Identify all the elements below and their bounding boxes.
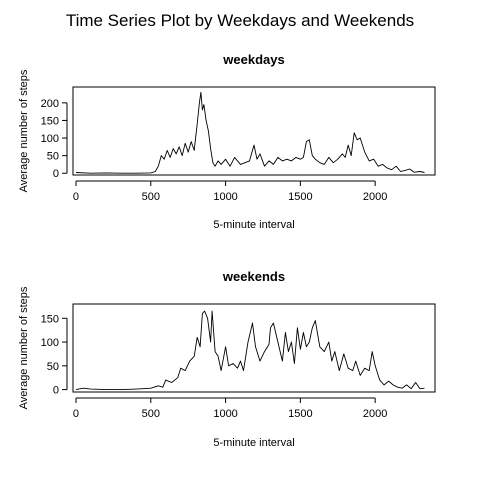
weekdays-x-tick-label: 500 (142, 191, 160, 203)
weekends-y-axis: 0 50 100 150 (41, 313, 68, 397)
weekdays-y-tick-label: 0 (53, 168, 59, 180)
weekends-y-tick-label: 150 (41, 313, 59, 325)
weekdays-x-axis-label: 5-minute interval (213, 219, 294, 231)
weekdays-y-axis: 0 50 100 150 200 (41, 98, 68, 180)
weekdays-x-axis: 0 500 1000 1500 2000 (73, 180, 387, 203)
weekends-y-axis-label: Average number of steps (18, 286, 30, 409)
weekends-panel: weekends 0 500 1000 1500 2000 0 50 100 150 5-mi… (18, 269, 436, 449)
weekends-y-tick-label: 0 (53, 385, 59, 397)
weekdays-y-tick-label: 50 (47, 151, 59, 163)
weekends-series-line (75, 310, 425, 391)
weekends-x-tick-label: 1000 (213, 408, 237, 420)
weekends-x-tick-label: 500 (142, 408, 160, 420)
weekends-y-tick-label: 100 (41, 337, 59, 349)
figure-title: Time Series Plot by Weekdays and Weekend… (66, 11, 414, 30)
weekdays-y-axis-label: Average number of steps (18, 69, 30, 192)
weekdays-x-tick-label: 1000 (213, 191, 237, 203)
weekdays-series-line (75, 91, 425, 174)
weekdays-x-tick-label: 1500 (288, 191, 312, 203)
weekdays-x-tick-label: 0 (73, 191, 79, 203)
weekends-x-tick-label: 2000 (363, 408, 387, 420)
weekends-plot-frame (72, 303, 436, 393)
weekdays-x-tick-label: 2000 (363, 191, 387, 203)
weekends-y-tick-label: 50 (47, 361, 59, 373)
weekdays-y-tick-label: 100 (41, 133, 59, 145)
weekdays-panel: weekdays 0 500 1000 1500 2000 0 50 100 150 200 5… (18, 52, 436, 231)
weekends-x-tick-label: 1500 (288, 408, 312, 420)
weekdays-title: weekdays (222, 52, 284, 67)
weekends-x-tick-label: 0 (73, 408, 79, 420)
weekdays-y-tick-label: 200 (41, 98, 59, 110)
weekends-title: weekends (222, 269, 285, 284)
weekends-x-axis-label: 5-minute interval (213, 437, 294, 449)
weekends-x-axis: 0 500 1000 1500 2000 (73, 397, 387, 420)
weekdays-plot-frame (72, 86, 436, 176)
weekdays-y-tick-label: 150 (41, 115, 59, 127)
